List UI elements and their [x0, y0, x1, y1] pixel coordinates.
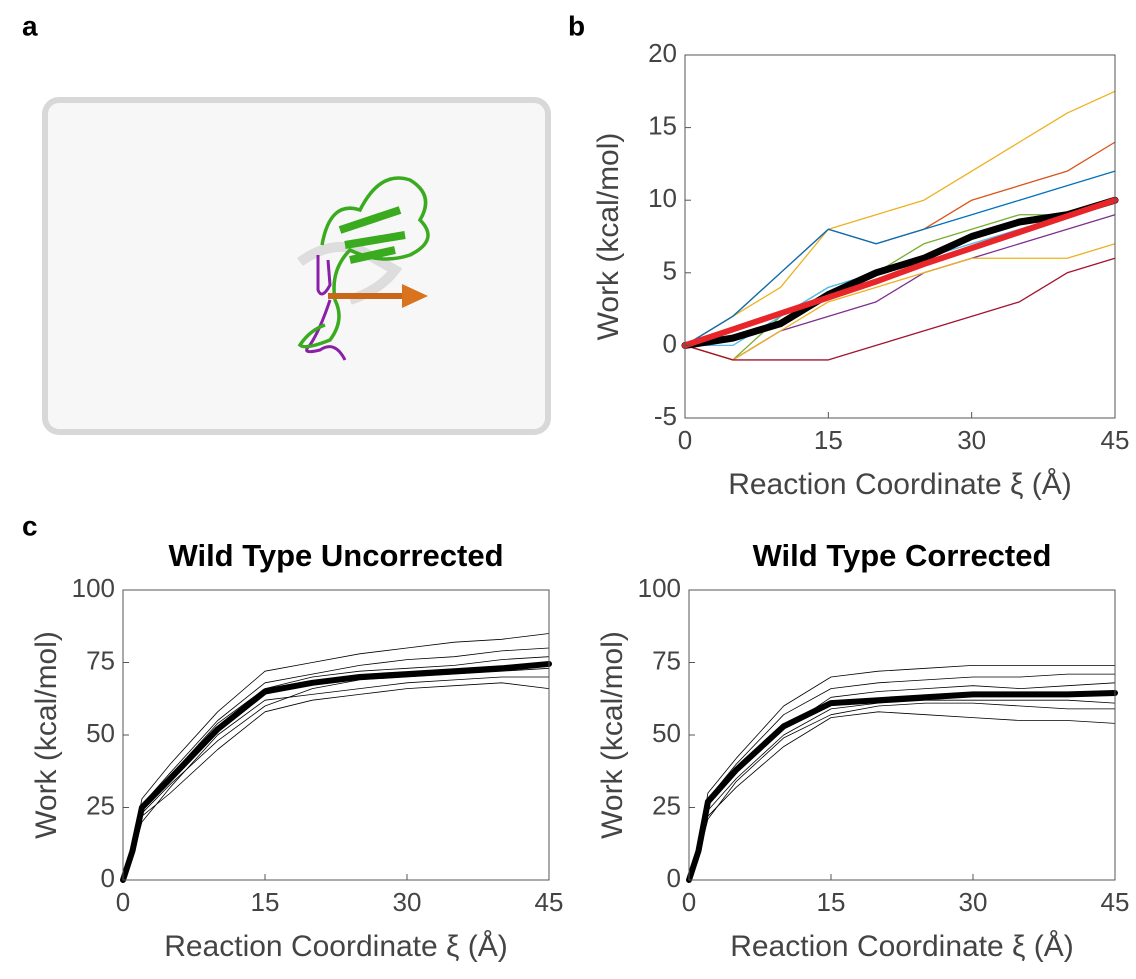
chart-title: Wild Type Corrected [753, 538, 1052, 573]
y-tick-label: 100 [72, 573, 115, 603]
plot-area [123, 590, 549, 880]
plot-area [689, 590, 1115, 880]
series-line [684, 257, 1116, 361]
y-tick-label: 0 [101, 863, 115, 893]
sheet [338, 206, 406, 264]
arrow-head [402, 284, 428, 308]
y-tick-label: -5 [654, 401, 677, 431]
x-tick-label: 45 [1101, 425, 1130, 455]
protein [297, 176, 430, 349]
x-tick-label: 15 [814, 425, 843, 455]
series-line [684, 170, 1116, 347]
series-line [120, 660, 552, 883]
y-tick-label: 5 [663, 256, 677, 286]
x-tick-label: 0 [682, 887, 696, 917]
y-tick-label: 25 [86, 790, 115, 820]
y-tick-label: 0 [667, 863, 681, 893]
x-tick-label: 30 [957, 425, 986, 455]
series-line [682, 197, 1118, 349]
y-axis-label: Work (kcal/mol) [592, 133, 625, 341]
x-axis-label: Reaction Coordinate ξ (Å) [728, 468, 1072, 501]
y-axis-label: Work (kcal/mol) [596, 631, 629, 839]
x-tick-label: 45 [1101, 887, 1130, 917]
y-tick-label: 10 [648, 183, 677, 213]
y-tick-label: 25 [652, 790, 681, 820]
y-tick-label: 0 [663, 328, 677, 358]
series-line [681, 196, 1119, 349]
chart-title: Wild Type Uncorrected [168, 538, 503, 573]
panel-label: a [22, 10, 38, 41]
x-tick-label: 45 [535, 887, 564, 917]
panel-label: b [568, 10, 585, 41]
y-tick-label: 50 [86, 718, 115, 748]
series-line [684, 90, 1116, 347]
y-tick-label: 75 [86, 645, 115, 675]
y-axis-label: Work (kcal/mol) [30, 631, 63, 839]
y-tick-label: 20 [648, 38, 677, 68]
y-tick-label: 75 [652, 645, 681, 675]
shadow [297, 241, 403, 305]
x-axis-label: Reaction Coordinate ξ (Å) [164, 930, 508, 963]
series-line [684, 243, 1116, 361]
water-box [42, 97, 551, 435]
x-tick-label: 15 [251, 887, 280, 917]
y-tick-label: 15 [648, 110, 677, 140]
axes-frame [684, 54, 1116, 419]
x-tick-label: 0 [116, 887, 130, 917]
x-tick-label: 30 [959, 887, 988, 917]
molecule-render [42, 97, 551, 435]
series-line [684, 199, 1116, 361]
panel-label: c [22, 510, 38, 541]
x-axis-label: Reaction Coordinate ξ (Å) [730, 930, 1074, 963]
y-tick-label: 100 [638, 573, 681, 603]
series-line [686, 689, 1118, 883]
x-tick-label: 0 [678, 425, 692, 455]
y-tick-label: 50 [652, 718, 681, 748]
x-tick-label: 15 [817, 887, 846, 917]
x-tick-label: 30 [393, 887, 422, 917]
